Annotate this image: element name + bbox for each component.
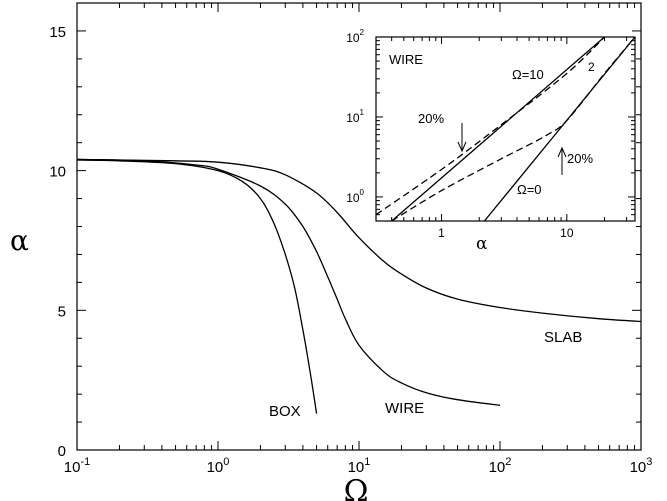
series-label-slab: SLAB: [544, 329, 582, 346]
x-tick-label: 101: [348, 456, 371, 476]
inset-y-tick-label: 101: [346, 108, 364, 125]
series-label-box: BOX: [269, 403, 301, 420]
x-tick-label: 100: [207, 456, 230, 476]
arrow-up: [557, 146, 567, 175]
annotation-omega-100: Ω=10: [512, 67, 544, 82]
annotation-20-percent-left: 20%: [418, 111, 444, 126]
curve-slab: [76, 158, 642, 323]
x-tick-label: 103: [630, 456, 653, 476]
inset-ticks: [375, 36, 635, 222]
inset-y-tick-label: 100: [346, 188, 364, 205]
annotation-omega-0: Ω=0: [517, 182, 542, 197]
y-tick-label: 5: [58, 303, 66, 320]
main-ticks: [76, 3, 642, 451]
inset-curves: [375, 36, 636, 222]
y-axis-title: α: [10, 224, 29, 257]
y-tick-label: 10: [49, 164, 66, 181]
inset-y-tick-label: 102: [346, 28, 364, 45]
curve-box: [76, 159, 318, 414]
y-tick-label: 15: [49, 24, 66, 41]
inset-background: [376, 37, 635, 221]
inset-x-tick-label: 10: [560, 226, 574, 240]
x-axis-title: Ω: [344, 474, 369, 501]
inset-x-tick-label: 1: [438, 226, 445, 240]
x-tick-label: 10-1: [64, 456, 90, 476]
inset-x-axis-title: α: [476, 234, 488, 254]
x-tick-label: 102: [489, 456, 512, 476]
inset-title-wire: WIRE: [389, 52, 423, 67]
curve-wire: [76, 158, 501, 406]
annotation-omega-100-exponent: 2: [588, 60, 595, 74]
series-label-wire: WIRE: [385, 400, 424, 417]
main-curves: [76, 158, 642, 414]
inset-curve-solid-0: [391, 36, 605, 222]
inset-labels: 1 10 100 101 102: [346, 28, 574, 240]
annotation-20-percent-right: 20%: [567, 151, 593, 166]
inset-curve-dashed-3: [391, 36, 636, 222]
arrow-down: [457, 123, 467, 153]
inset-curve-dashed-1: [375, 36, 605, 216]
y-tick-label: 0: [58, 443, 66, 460]
